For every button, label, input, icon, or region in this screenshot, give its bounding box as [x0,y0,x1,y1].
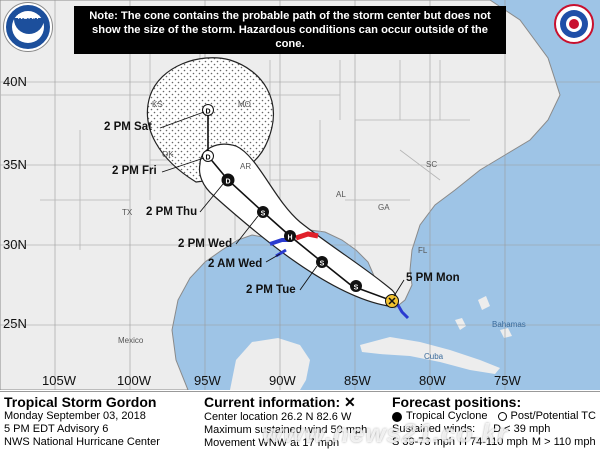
state-label-mo: MO [238,100,251,109]
state-label-fl: FL [418,246,428,255]
svg-text:✕: ✕ [387,296,396,308]
place-label-cuba: Cuba [424,352,444,361]
track-point-p1: S [257,206,269,218]
state-label-sc: SC [426,160,438,169]
noaa-logo: NOAA [4,3,52,51]
legend-post-label: Post/Potential TC [510,410,596,422]
track-label-fri: 2 PM Fri [112,165,157,177]
current-info-heading: Current information: [204,394,341,410]
info-footer: Tropical Storm Gordon Monday September 0… [0,391,600,458]
post-tc-circle-icon [497,412,507,421]
current-wind: Maximum sustained wind 50 mph [204,424,368,436]
latitude-label-30n: 30N [3,237,27,252]
state-label-tx: TX [122,208,133,217]
longitude-label-80w: 80W [419,373,446,388]
current-movement: Movement WNW at 17 mph [204,437,340,449]
legend-d-label: D < 39 mph [493,423,551,435]
place-label-mexico: Mexico [118,336,144,345]
track-label-thu: 2 PM Thu [146,206,198,218]
longitude-label-85w: 85W [344,373,371,388]
legend-tropical-label: Tropical Cyclone [406,410,488,422]
tropical-storm-warning-coast [295,231,319,241]
yucatan-peninsula [230,338,310,390]
place-label-bahamas: Bahamas [492,320,526,329]
state-label-al: AL [336,190,346,199]
track-label-sat: 2 PM Sat [104,121,152,133]
track-label-wed: 2 PM Wed [178,238,233,250]
storm-title: Tropical Storm Gordon [4,394,157,410]
current-position-marker: ✕ [385,294,399,308]
longitude-label-105w: 105W [42,373,76,388]
tropical-cyclone-dot-icon [392,411,402,422]
svg-text:S: S [354,285,359,292]
storm-center: NWS National Hurricane Center [4,436,160,448]
cone-note: Note: The cone contains the probable pat… [74,6,506,54]
svg-text:S: S [261,211,266,218]
longitude-label-90w: 90W [269,373,296,388]
legend-point-types: Tropical Cyclone Post/Potential TC [392,410,596,423]
legend-winds-row: Sustained winds: D < 39 mph [392,423,596,436]
longitude-label-95w: 95W [194,373,221,388]
svg-text:D: D [205,109,210,116]
track-point-thu: D [221,173,235,187]
track-point-wed: H [284,230,296,242]
nws-logo [554,4,594,44]
legend-m-label: M > 110 mph [531,436,596,448]
track-point-tue: S [350,280,362,292]
legend-intensity-row: S 39-73 mph H 74-110 mph M > 110 mph [392,436,596,449]
latitude-label-40n: 40N [3,74,27,89]
state-label-ok: OK [162,150,174,159]
legend-winds-label: Sustained winds: [392,423,476,435]
svg-text:D: D [225,179,230,186]
state-label-ga: GA [378,203,390,212]
svg-text:S: S [320,261,325,268]
label-leader-lines [159,111,405,297]
forecast-map: D D D S H S S [0,0,600,390]
latitude-label-35n: 35N [3,157,27,172]
svg-text:D: D [205,155,210,162]
x-marker-icon: ✕ [344,394,356,410]
storm-date: Monday September 03, 2018 [4,410,146,422]
forecast-heading: Forecast positions: [392,394,522,410]
bahamas-islands [455,296,512,338]
track-label-wed-am: 2 AM Wed [208,258,263,270]
legend-s-label: S 39-73 mph [392,436,455,448]
storm-info: Tropical Storm Gordon Monday September 0… [4,392,160,449]
track-point-sat: D [202,104,214,116]
current-location: Center location 26.2 N 82.6 W [204,411,352,423]
track-point-fri: D [202,150,214,162]
latitude-label-25n: 25N [3,316,27,331]
longitude-label-75w: 75W [494,373,521,388]
legend-h-label: H 74-110 mph [458,436,528,448]
storm-advisory: 5 PM EDT Advisory 6 [4,423,109,435]
longitude-label-100w: 100W [117,373,151,388]
watermark: www.news21.co.kr [262,418,509,448]
track-label-mon: 5 PM Mon [406,272,460,284]
state-label-ks: KS [152,100,163,109]
current-information: Current information: ✕ Center location 2… [204,392,367,450]
track-label-tue: 2 PM Tue [246,284,296,296]
forecast-legend: Forecast positions: Tropical Cyclone Pos… [392,392,596,449]
track-point-p2: S [316,256,328,268]
svg-text:H: H [287,235,292,242]
state-label-ar: AR [240,162,252,171]
